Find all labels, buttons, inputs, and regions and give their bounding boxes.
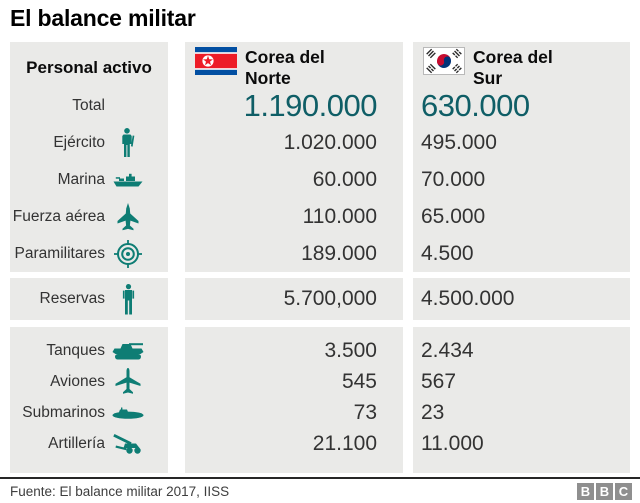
source-attribution: Fuente: El balance militar 2017, IISS bbox=[10, 483, 230, 499]
personnel-header-cell: Personal activo bbox=[10, 42, 168, 88]
south-value: 23 bbox=[421, 400, 445, 424]
row-label-paramilitares: Paramilitares bbox=[10, 235, 168, 272]
bbc-logo: B B C bbox=[577, 482, 632, 500]
north-value: 3.500 bbox=[324, 338, 377, 362]
tank-icon bbox=[110, 341, 146, 360]
north-korea-column: 3.500 545 73 21.100 bbox=[185, 327, 403, 473]
north-korea-flag bbox=[195, 47, 237, 75]
row-label-reservas: Reservas bbox=[10, 278, 168, 320]
south-korea-column: 2.434 567 23 11.000 bbox=[413, 327, 630, 473]
fighter-jet-icon bbox=[110, 202, 146, 231]
military-balance-table: Personal activo Total Ejército Marina Fu… bbox=[10, 42, 630, 473]
row-label: Paramilitares bbox=[14, 244, 105, 262]
north-korea-column: 5.700,000 bbox=[185, 278, 403, 320]
section-personal-activo: Personal activo Total Ejército Marina Fu… bbox=[10, 42, 630, 272]
row-label-ejercito: Ejército bbox=[10, 124, 168, 161]
row-label-submarinos: Submarinos bbox=[10, 397, 168, 428]
row-label-aviones: Aviones bbox=[10, 366, 168, 397]
north-value: 5.700,000 bbox=[283, 287, 377, 310]
south-value: 65.000 bbox=[421, 204, 486, 228]
south-korea-flag bbox=[423, 47, 465, 75]
submarine-icon bbox=[110, 407, 146, 419]
south-korea-header-cell: Corea del Sur bbox=[413, 42, 630, 88]
row-label: Ejército bbox=[53, 133, 105, 151]
soldier-icon bbox=[110, 127, 146, 158]
south-korea-column: Corea del Sur 630.000 495.000 70.000 65.… bbox=[413, 42, 630, 272]
bbc-logo-block: C bbox=[615, 482, 632, 500]
row-label: Total bbox=[72, 97, 105, 114]
labels-column: Tanques Aviones Submarinos Artillería bbox=[10, 327, 168, 473]
row-label-total: Total bbox=[10, 88, 168, 124]
south-value: 11.000 bbox=[421, 431, 484, 455]
north-korea-column: Corea del Norte 1.190.000 1.020.000 60.0… bbox=[185, 42, 403, 272]
north-value: 60.000 bbox=[312, 167, 377, 191]
labels-column: Reservas bbox=[10, 278, 168, 320]
row-label: Aviones bbox=[50, 372, 105, 390]
person-icon bbox=[110, 283, 146, 315]
north-value: 21.100 bbox=[312, 431, 377, 455]
row-label: Tanques bbox=[46, 341, 105, 359]
page-title: El balance militar bbox=[10, 5, 196, 31]
north-value: 110.000 bbox=[302, 204, 377, 228]
target-icon bbox=[110, 239, 146, 268]
north-value: 545 bbox=[341, 369, 377, 393]
personnel-header-label: Personal activo bbox=[26, 57, 152, 77]
south-value: 4.500 bbox=[421, 241, 474, 265]
north-value: 73 bbox=[353, 400, 377, 424]
section-equipo: Tanques Aviones Submarinos Artillería bbox=[10, 327, 630, 473]
footer: Fuente: El balance militar 2017, IISS B … bbox=[0, 479, 640, 503]
artillery-icon bbox=[110, 433, 146, 454]
south-korea-column: 4.500.000 bbox=[413, 278, 630, 320]
north-value: 1.020.000 bbox=[283, 130, 377, 154]
row-label: Fuerza aérea bbox=[12, 207, 105, 225]
north-value: 189.000 bbox=[301, 241, 377, 265]
row-label: Submarinos bbox=[22, 403, 105, 421]
bbc-logo-block: B bbox=[577, 482, 594, 500]
south-value: 2.434 bbox=[421, 338, 474, 362]
row-label: Artillería bbox=[48, 434, 105, 452]
row-label-fuerza-aerea: Fuerza aérea bbox=[10, 198, 168, 235]
south-value: 495.000 bbox=[421, 130, 497, 154]
row-label: Marina bbox=[57, 170, 105, 188]
south-value: 70.000 bbox=[421, 167, 486, 191]
section-reservas: Reservas 5.700,000 4.500.000 bbox=[10, 278, 630, 320]
row-label-marina: Marina bbox=[10, 161, 168, 198]
south-value: 567 bbox=[421, 369, 457, 393]
north-korea-header-label: Corea del Norte bbox=[245, 47, 325, 88]
row-label-artilleria: Artillería bbox=[10, 428, 168, 459]
south-value: 4.500.000 bbox=[421, 287, 515, 310]
north-korea-header-cell: Corea del Norte bbox=[185, 42, 403, 88]
warship-icon bbox=[110, 173, 146, 187]
south-korea-header-label: Corea del Sur bbox=[473, 47, 553, 88]
south-total-value: 630.000 bbox=[421, 88, 530, 123]
row-label: Reservas bbox=[39, 290, 105, 307]
airplane-icon bbox=[110, 368, 146, 395]
bbc-logo-block: B bbox=[596, 482, 613, 500]
north-total-value: 1.190.000 bbox=[243, 88, 378, 123]
row-label-tanques: Tanques bbox=[10, 335, 168, 366]
footer-divider bbox=[0, 477, 640, 479]
labels-column: Personal activo Total Ejército Marina Fu… bbox=[10, 42, 168, 272]
